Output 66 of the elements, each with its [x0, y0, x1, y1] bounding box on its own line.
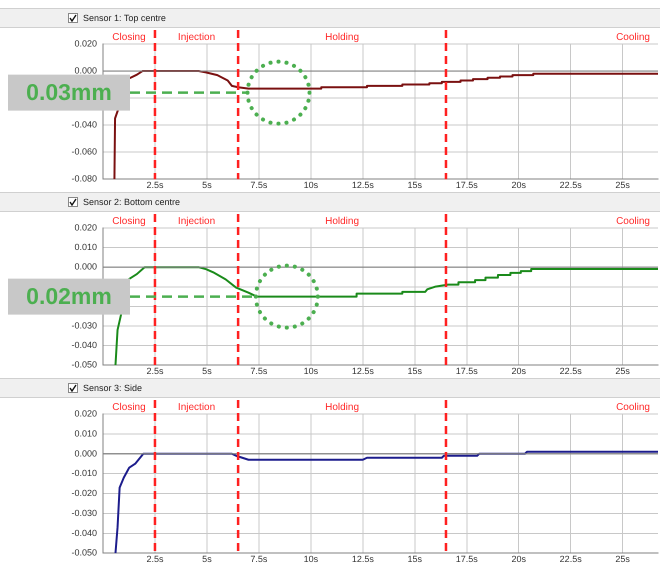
x-tick-label: 2.5s [146, 366, 164, 376]
y-tick-label: 0.010 [74, 242, 97, 252]
annotation: 0.03mm [26, 79, 112, 106]
text: Cooling [616, 402, 650, 413]
annotation: 0.02mm [26, 282, 112, 309]
text: Closing [112, 402, 146, 413]
x-tick-label: 5s [202, 554, 212, 564]
y-tick-label: 0.020 [74, 38, 97, 48]
y-tick-label: -0.040 [71, 120, 97, 130]
x-tick-label: 15s [408, 366, 423, 376]
x-tick-label: 17.5s [456, 554, 478, 564]
y-tick-label: 0.000 [74, 262, 97, 272]
y-tick-label: -0.050 [71, 548, 97, 558]
x-tick-label: 25s [615, 366, 630, 376]
x-tick-label: 15s [408, 554, 423, 564]
text: Injection [178, 402, 216, 413]
y-tick-label: -0.050 [71, 360, 97, 370]
text: Closing [112, 32, 146, 43]
x-tick-label: 12.5s [352, 366, 374, 376]
x-tick-label: 20s [511, 554, 526, 564]
x-tick-label: 12.5s [352, 180, 374, 190]
x-tick-label: 5s [202, 180, 212, 190]
x-tick-label: 10s [304, 554, 319, 564]
x-tick-label: 17.5s [456, 180, 478, 190]
x-tick-label: 25s [615, 554, 630, 564]
x-tick-label: 2.5s [146, 554, 164, 564]
x-tick-label: 22.5s [560, 554, 582, 564]
x-tick-label: 20s [511, 366, 526, 376]
x-tick-label: 20s [511, 180, 526, 190]
y-tick-label: 0.020 [74, 222, 97, 232]
text: Holding [325, 402, 360, 413]
text: Cooling [616, 32, 650, 43]
y-tick-label: -0.030 [71, 320, 97, 330]
y-tick-label: -0.060 [71, 146, 97, 157]
x-tick-label: 15s [408, 180, 423, 190]
x-tick-label: 7.5s [250, 366, 268, 376]
x-tick-label: 25s [615, 180, 630, 190]
x-tick-label: 22.5s [560, 180, 582, 190]
chart-title: Sensor 3: Side [83, 383, 142, 393]
x-tick-label: 12.5s [352, 554, 374, 564]
y-tick-label: -0.040 [71, 340, 97, 350]
y-tick-label: 0.000 [74, 448, 97, 458]
y-tick-label: 0.000 [74, 66, 97, 76]
text: Closing [112, 216, 146, 227]
y-tick-label: 0.020 [74, 408, 97, 418]
y-tick-label: -0.080 [71, 174, 97, 184]
text: Holding [325, 216, 360, 227]
text: Holding [325, 32, 360, 43]
text: Injection [178, 32, 216, 43]
y-tick-label: -0.040 [71, 528, 97, 538]
y-tick-label: -0.020 [71, 488, 97, 498]
x-tick-label: 2.5s [146, 180, 164, 190]
chart-title: Sensor 2: Bottom centre [83, 197, 180, 207]
x-tick-label: 7.5s [250, 554, 268, 564]
x-tick-label: 5s [202, 366, 212, 376]
chart-title: Sensor 1: Top centre [83, 13, 166, 23]
y-tick-label: -0.010 [71, 468, 97, 478]
x-tick-label: 10s [304, 366, 319, 376]
x-tick-label: 10s [304, 180, 319, 190]
x-tick-label: 17.5s [456, 366, 478, 376]
text: Cooling [616, 216, 650, 227]
text: Injection [178, 216, 216, 227]
y-tick-label: -0.030 [71, 508, 97, 518]
y-tick-label: 0.010 [74, 428, 97, 438]
x-tick-label: 22.5s [560, 366, 582, 376]
x-tick-label: 7.5s [250, 180, 268, 190]
